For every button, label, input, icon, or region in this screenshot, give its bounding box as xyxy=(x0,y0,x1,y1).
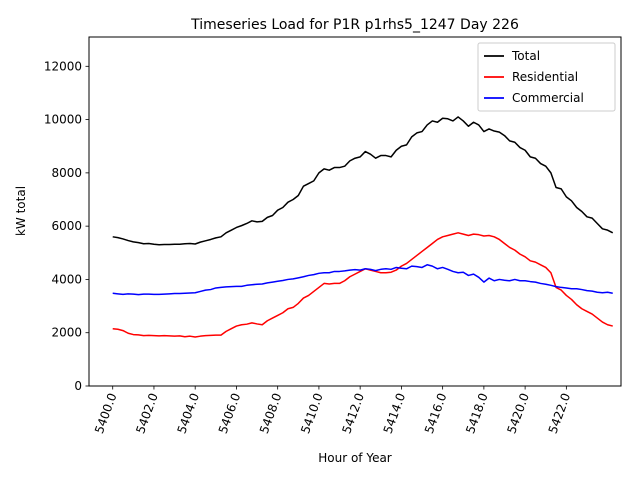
y-axis-label: kW total xyxy=(14,186,28,236)
y-tick-label: 6000 xyxy=(51,219,82,233)
y-tick-label: 12000 xyxy=(44,59,82,73)
legend-label-commercial: Commercial xyxy=(512,91,584,105)
series-line-total xyxy=(112,116,614,246)
y-axis: 0 2000 4000 6000 8000 10000 12000 xyxy=(44,59,89,393)
legend-label-residential: Residential xyxy=(512,70,578,84)
y-tick-label: 10000 xyxy=(44,113,82,127)
y-tick-label: 4000 xyxy=(51,272,82,286)
y-tick-label: 2000 xyxy=(51,326,82,340)
legend-box xyxy=(477,42,616,112)
y-tick-label: 0 xyxy=(74,379,82,393)
series-layer xyxy=(112,116,614,338)
plot-frame xyxy=(88,36,622,387)
legend: Total Residential Commercial xyxy=(477,42,616,112)
y-tick-label: 8000 xyxy=(51,166,82,180)
x-axis-label: Hour of Year xyxy=(318,451,392,465)
legend-label-total: Total xyxy=(511,49,540,63)
chart-title: Timeseries Load for P1R p1rhs5_1247 Day … xyxy=(190,17,519,33)
series-line-commercial xyxy=(112,264,613,296)
